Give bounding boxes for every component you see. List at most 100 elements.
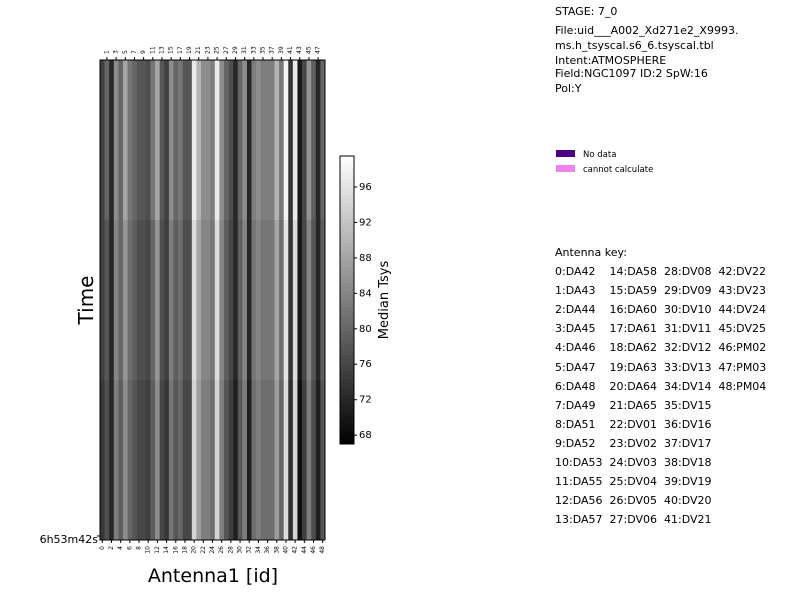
- heatmap-cell-ant48-t1: [320, 220, 326, 381]
- heatmap-cell-ant31-t1: [242, 220, 248, 381]
- antenna-key-line: 12:DA56 26:DV05 40:DV20: [555, 494, 712, 508]
- bottom-tick-label-16: 16: [172, 546, 179, 554]
- bottom-tick-label-42: 42: [292, 546, 299, 554]
- colorbar-tick-label-88: 88: [359, 253, 372, 264]
- heatmap-cell-ant8-t1: [136, 220, 142, 381]
- bottom-tick-label-48: 48: [319, 546, 326, 554]
- bottom-tick-label-26: 26: [218, 546, 225, 554]
- antenna-key-line: 13:DA57 27:DV06 41:DV21: [555, 513, 712, 527]
- antenna-key-line: 6:DA48 20:DA64 34:DV14 48:PM04: [555, 379, 767, 393]
- heatmap-cell-ant33-t1: [251, 220, 257, 381]
- heatmap-cell-ant3-t0: [113, 60, 119, 221]
- heatmap-cell-ant13-t1: [159, 220, 165, 381]
- x-axis-label: Antenna1 [id]: [148, 565, 278, 587]
- heatmap-cell-ant16-t0: [173, 60, 179, 221]
- heatmap-cell-ant44-t2: [302, 380, 307, 541]
- bottom-tick-label-12: 12: [154, 546, 161, 554]
- bottom-tick-label-0: 0: [99, 546, 106, 550]
- heatmap-cell-ant18-t2: [182, 380, 188, 541]
- heatmap-cell-ant33-t2: [251, 380, 257, 541]
- bottom-tick-label-2: 2: [108, 546, 115, 550]
- heatmap-cell-ant24-t1: [210, 220, 216, 381]
- bottom-tick-label-28: 28: [227, 546, 234, 554]
- heatmap-cell-ant9-t2: [141, 380, 147, 541]
- antenna-key-line: 5:DA47 19:DA63 33:DV13 47:PM03: [555, 360, 767, 374]
- antenna-key-line: 11:DA55 25:DV04 39:DV19: [555, 475, 712, 489]
- heatmap-cell-ant46-t1: [311, 220, 317, 381]
- heatmap-cell-ant5-t2: [122, 380, 128, 541]
- heatmap-cell-ant45-t0: [306, 60, 312, 221]
- top-tick-label-17: 17: [177, 46, 184, 54]
- heatmap-cell-ant46-t0: [311, 60, 317, 221]
- heatmap-cell-ant26-t1: [219, 220, 225, 381]
- intent-text: Intent:ATMOSPHERE: [555, 54, 667, 67]
- heatmap-cell-ant10-t1: [145, 220, 151, 381]
- top-x-ticks: 1 3 5 7 9 11 13 15 17 19 21 23 25 27 29 31 33 35 37 39 41 43 4…: [103, 46, 322, 60]
- heatmap-cell-ant30-t1: [237, 220, 243, 381]
- top-tick-label-15: 15: [168, 46, 175, 54]
- antenna-key-line: 10:DA53 24:DV03 38:DV18: [555, 456, 712, 469]
- top-tick-label-45: 45: [305, 46, 312, 54]
- heatmap-cell-ant11-t0: [150, 60, 156, 221]
- heatmap-cell-ant0-t2: [100, 380, 105, 541]
- heatmap-cell-ant38-t2: [274, 380, 280, 541]
- bottom-tick-label-14: 14: [163, 546, 170, 554]
- heatmap-cell-ant6-t1: [127, 220, 133, 381]
- heatmap-cell-ant45-t2: [306, 380, 312, 541]
- top-tick-label-47: 47: [315, 46, 322, 54]
- colorbar-tick-label-68: 68: [359, 430, 372, 441]
- heatmap-cell-ant42-t2: [292, 380, 298, 541]
- heatmap-cell-ant14-t1: [164, 220, 170, 381]
- colorbar-ticks: 68 72 76 80 84 88 92 96: [354, 182, 372, 441]
- heatmap-cell-ant32-t2: [246, 380, 252, 541]
- top-tick-label-21: 21: [195, 46, 202, 54]
- heatmap-cell-ant43-t2: [297, 380, 303, 541]
- heatmap-cell-ant29-t2: [233, 380, 239, 541]
- heatmap-cell-ant21-t2: [196, 380, 202, 541]
- heatmap-cell-ant14-t0: [164, 60, 170, 221]
- top-tick-label-35: 35: [260, 46, 267, 54]
- heatmap-cell-ant19-t1: [187, 220, 193, 381]
- heatmap-cell-ant19-t2: [187, 380, 193, 541]
- heatmap-cell-ant30-t0: [237, 60, 243, 221]
- heatmap-cell-ant32-t1: [246, 220, 252, 381]
- heatmap-cell-ant32-t0: [246, 60, 252, 221]
- heatmap-cell-ant39-t2: [279, 380, 284, 541]
- heatmap-cell-ant5-t0: [122, 60, 128, 221]
- legend-label-no-data: No data: [583, 150, 617, 160]
- bottom-x-ticks: 0 2 4 6 8 10 12 14 16 18 20 22 24 26 28 30 32 34 36 38 40 42 4…: [99, 540, 326, 554]
- heatmap-cell-ant7-t1: [132, 220, 138, 381]
- heatmap-cell-ant36-t1: [265, 220, 271, 381]
- heatmap-cell-ant41-t1: [288, 220, 294, 381]
- heatmap-cell-ant11-t1: [150, 220, 156, 381]
- bottom-tick-label-18: 18: [181, 546, 188, 554]
- heatmap-cell-ant37-t1: [269, 220, 275, 381]
- legend-swatch-cannot-calculate: [556, 165, 575, 172]
- heatmap-cell-ant13-t2: [159, 380, 165, 541]
- heatmap-cell-ant47-t1: [315, 220, 321, 381]
- y-axis-label: Time: [74, 276, 98, 326]
- heatmap-cell-ant20-t0: [191, 60, 197, 221]
- heatmap-cell-ant28-t2: [228, 380, 234, 541]
- antenna-key-line: 9:DA52 23:DV02 37:DV17: [555, 436, 712, 450]
- bottom-tick-label-40: 40: [282, 546, 289, 554]
- heatmap-cell-ant10-t0: [145, 60, 151, 221]
- top-tick-label-41: 41: [287, 46, 294, 54]
- bottom-tick-label-32: 32: [246, 546, 253, 554]
- legend-swatch-no-data: [556, 150, 575, 157]
- bottom-tick-label-36: 36: [264, 546, 271, 554]
- antenna-key-line: 8:DA51 22:DV01 36:DV16: [555, 417, 712, 431]
- top-tick-label-25: 25: [214, 46, 221, 54]
- colorbar-tick-label-84: 84: [359, 288, 372, 299]
- top-tick-label-27: 27: [223, 46, 230, 54]
- heatmap-cell-ant25-t2: [214, 380, 220, 541]
- heatmap-cell-ant42-t0: [292, 60, 298, 221]
- heatmap-cell-ant43-t0: [297, 60, 303, 221]
- heatmap-cell-ant28-t1: [228, 220, 234, 381]
- file-text-line2: ms.h_tsyscal.s6_6.tsyscal.tbl: [555, 39, 714, 52]
- heatmap-cell-ant6-t0: [127, 60, 133, 221]
- heatmap-cell-ant8-t2: [136, 380, 142, 541]
- heatmap-cell-ant15-t2: [168, 380, 174, 541]
- heatmap-cell-ant36-t0: [265, 60, 271, 221]
- stage-text: STAGE: 7_0: [555, 5, 618, 18]
